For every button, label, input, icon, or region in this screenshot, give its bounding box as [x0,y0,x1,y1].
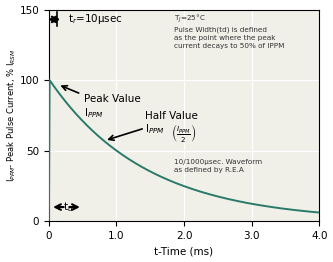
Text: T$_J$=25°C
Pulse Width(td) is defined
as the point where the peak
current decays: T$_J$=25°C Pulse Width(td) is defined as… [174,12,284,49]
Y-axis label: I$_{PPM}$- Peak Pulse Current, % I$_{RSM}$: I$_{PPM}$- Peak Pulse Current, % I$_{RSM… [6,49,18,182]
Text: Half Value: Half Value [145,111,198,121]
Text: $\left(\frac{I_{PPM}}{2}\right)$: $\left(\frac{I_{PPM}}{2}\right)$ [170,122,196,144]
Text: Peak Value
I$_{PPM}$: Peak Value I$_{PPM}$ [62,86,141,120]
Text: I$_{PPM}$: I$_{PPM}$ [145,122,165,136]
X-axis label: t-Time (ms): t-Time (ms) [155,247,213,256]
Text: t$_r$=10μsec: t$_r$=10μsec [68,12,123,26]
Text: 10/1000μsec. Waveform
as defined by R.E.A: 10/1000μsec. Waveform as defined by R.E.… [174,159,262,173]
Text: t$_d$: t$_d$ [60,200,74,214]
